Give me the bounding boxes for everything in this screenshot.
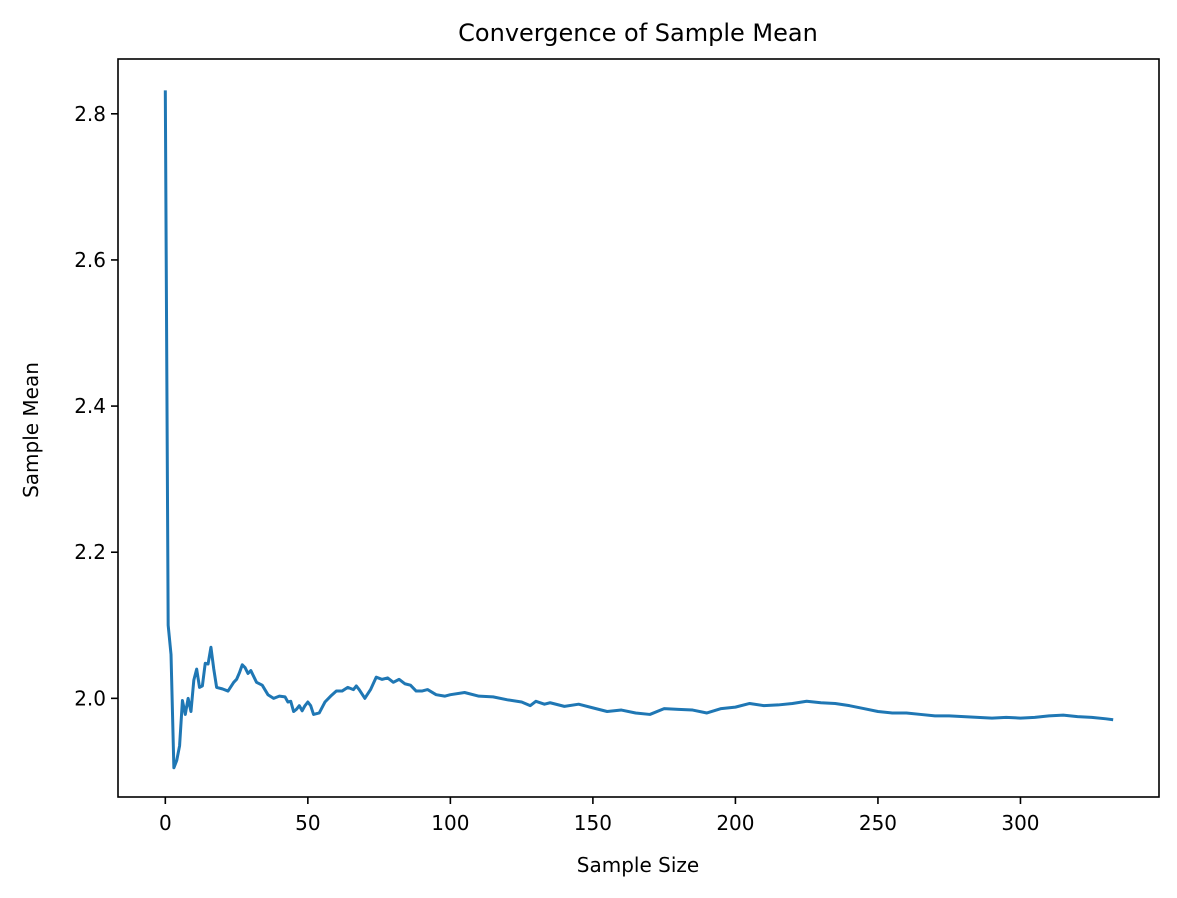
y-tick-label: 2.2	[74, 540, 106, 564]
series-line-0	[163, 90, 1114, 770]
x-tick-label: 300	[1001, 811, 1039, 835]
axes: 0 50 100 150 200 250 300 2.0 2.2 2.4 2.6 2.8	[74, 58, 1160, 835]
x-tick-label: 200	[716, 811, 754, 835]
x-tick-label: 0	[159, 811, 172, 835]
x-tick-label: 50	[295, 811, 320, 835]
y-tick-label: 2.4	[74, 394, 106, 418]
chart-title: Convergence of Sample Mean	[458, 19, 818, 47]
x-tick-label: 100	[431, 811, 469, 835]
plot-area	[163, 90, 1114, 770]
y-tick-label: 2.8	[74, 102, 106, 126]
y-axis-title: Sample Mean	[19, 362, 43, 498]
x-axis-title: Sample Size	[577, 853, 699, 877]
plot-frame	[117, 58, 1160, 798]
y-tick-label: 2.0	[74, 686, 106, 710]
x-tick-label: 150	[574, 811, 612, 835]
x-tick-label: 250	[859, 811, 897, 835]
y-tick-label: 2.6	[74, 248, 106, 272]
